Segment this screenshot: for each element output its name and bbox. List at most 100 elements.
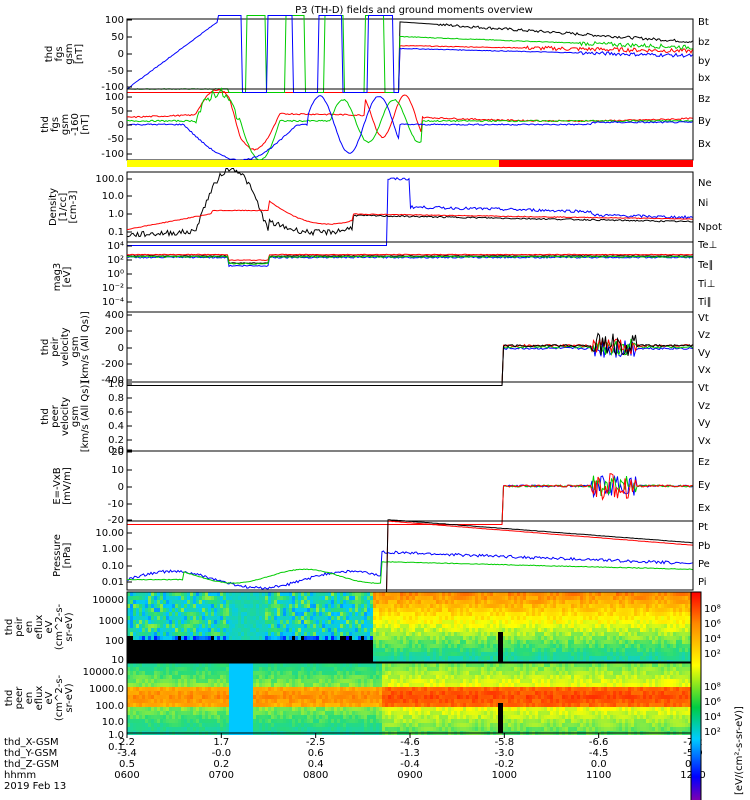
spectrogram-cell: [262, 719, 265, 723]
spectrogram-cell: [604, 652, 607, 656]
spectrogram-cell: [340, 656, 343, 660]
spectrogram-cell: [139, 667, 142, 671]
spectrogram-cell: [334, 620, 337, 624]
spectrogram-cell: [265, 632, 268, 636]
spectrogram-cell: [310, 628, 313, 632]
spectrogram-cell: [199, 652, 202, 656]
spectrogram-cell: [286, 671, 289, 675]
spectrogram-cell: [406, 596, 409, 600]
spectrogram-cell: [325, 612, 328, 616]
spectrogram-cell: [301, 604, 304, 608]
spectrogram-cell: [379, 640, 382, 644]
spectrogram-cell: [532, 632, 535, 636]
spectrogram-cell: [679, 644, 682, 648]
spectrogram-cell: [256, 640, 259, 644]
spectrogram-cell: [496, 592, 499, 596]
spectrogram-cell: [448, 652, 451, 656]
spectrogram-cell: [229, 683, 232, 687]
spectrogram-cell: [181, 604, 184, 608]
spectrogram-cell: [454, 600, 457, 604]
spectrogram-cell: [310, 691, 313, 695]
spectrogram-cell: [214, 608, 217, 612]
spectrogram-cell: [469, 612, 472, 616]
spectrogram-cell: [253, 648, 256, 652]
spectrogram-cell: [160, 679, 163, 683]
spectrogram-cell: [508, 656, 511, 660]
spectrogram-cell: [214, 640, 217, 644]
spectrogram-cell: [640, 612, 643, 616]
spectrogram-cell: [559, 620, 562, 624]
spectrogram-cell: [649, 616, 652, 620]
spectrogram-cell: [583, 624, 586, 628]
spectrogram-cell: [610, 608, 613, 612]
spectrogram-cell: [301, 656, 304, 660]
spectrogram-cell: [139, 628, 142, 632]
spectrogram-cell: [301, 679, 304, 683]
spectrogram-cell: [244, 711, 247, 715]
spectrogram-cell: [418, 616, 421, 620]
spectrogram-cell: [544, 648, 547, 652]
spectrogram-cell: [148, 612, 151, 616]
spectrogram-cell: [211, 656, 214, 660]
spectrogram-cell: [265, 636, 268, 640]
spectrogram-cell: [190, 636, 193, 640]
spectrogram-cell: [379, 648, 382, 652]
spectrogram-cell: [211, 719, 214, 723]
spectrogram-cell: [634, 628, 637, 632]
spectrogram-cell: [358, 671, 361, 675]
spectrogram-cell: [529, 636, 532, 640]
spectrogram-cell: [670, 596, 673, 600]
spectrogram-cell: [130, 687, 133, 691]
spectrogram-cell: [247, 616, 250, 620]
spectrogram-cell: [496, 652, 499, 656]
spectrogram-cell: [295, 667, 298, 671]
spectrogram-cell: [130, 628, 133, 632]
spectrogram-cell: [580, 656, 583, 660]
spectrogram-cell: [217, 695, 220, 699]
spectrogram-cell: [574, 648, 577, 652]
spectrogram-cell: [340, 600, 343, 604]
spectrogram-cell: [619, 648, 622, 652]
spectrogram-cell: [355, 596, 358, 600]
spectrogram-cell: [286, 624, 289, 628]
spectrogram-cell: [544, 644, 547, 648]
spectrogram-cell: [163, 628, 166, 632]
spectrogram-cell: [580, 604, 583, 608]
spectrogram-cell: [229, 679, 232, 683]
spectrogram-cell: [208, 719, 211, 723]
spectrogram-cell: [511, 628, 514, 632]
spectrogram-cell: [268, 707, 271, 711]
spectrogram-cell: [142, 699, 145, 703]
spectrogram-cell: [304, 608, 307, 612]
y-axis-label: eflux: [34, 615, 45, 640]
spectrogram-cell: [433, 592, 436, 596]
spectrogram-cell: [292, 715, 295, 719]
spectrogram-cell: [346, 671, 349, 675]
spectrogram-cell: [289, 711, 292, 715]
spectrogram-cell: [514, 612, 517, 616]
spectrogram-cell: [202, 600, 205, 604]
spectrogram-cell: [388, 620, 391, 624]
spectrogram-cell: [157, 636, 160, 640]
spectrogram-cell: [523, 652, 526, 656]
spectrogram-cell: [181, 628, 184, 632]
spectrogram-cell: [316, 620, 319, 624]
spectrogram-cell: [571, 640, 574, 644]
spectrogram-cell: [436, 640, 439, 644]
spectrogram-cell: [688, 616, 691, 620]
spectrogram-cell: [256, 663, 259, 667]
spectrogram-cell: [184, 608, 187, 612]
spectrogram-cell: [253, 616, 256, 620]
spectrogram-cell: [310, 600, 313, 604]
spectrogram-cell: [412, 628, 415, 632]
spectrogram-cell: [538, 628, 541, 632]
spectrogram-cell: [235, 667, 238, 671]
spectrogram-cell: [352, 711, 355, 715]
spectrogram-cell: [526, 628, 529, 632]
spectrogram-cell: [586, 652, 589, 656]
spectrogram-cell: [343, 719, 346, 723]
spectrogram-cell: [685, 624, 688, 628]
spectrogram-cell: [349, 671, 352, 675]
spectrogram-cell: [181, 652, 184, 656]
spectrogram-cell: [418, 644, 421, 648]
